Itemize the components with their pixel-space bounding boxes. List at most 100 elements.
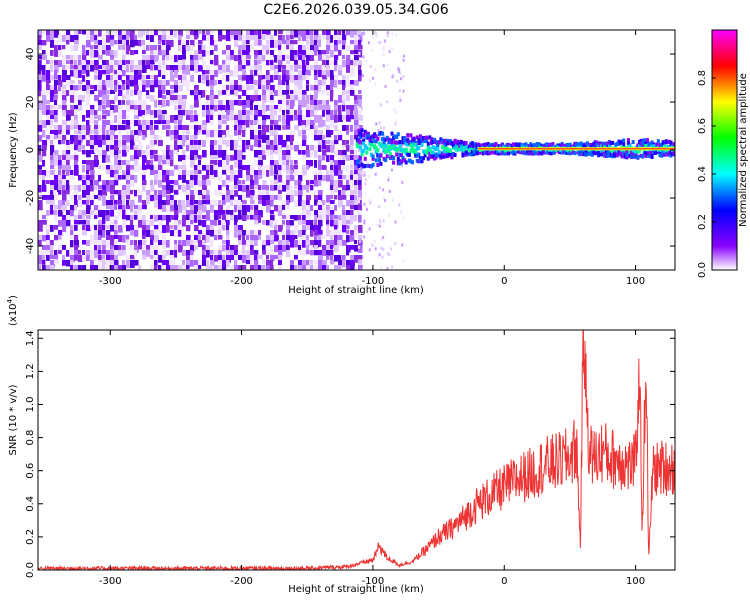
signal-cell: [612, 152, 616, 157]
spectrogram-cell: [174, 100, 178, 105]
spectrogram-cell: [74, 205, 78, 211]
spectrogram-cell: [142, 250, 146, 258]
spectrogram-cell: [198, 40, 203, 45]
spectrogram-cell: [298, 260, 302, 266]
spectrogram-cell: [62, 120, 67, 128]
spectrogram-cell: [110, 30, 115, 35]
spectrogram-cell: [290, 240, 295, 248]
signal-cell: [590, 152, 594, 157]
signal-cell: [387, 140, 391, 145]
spectrogram-cell: [90, 35, 95, 42]
spectrogram-cell: [350, 265, 355, 270]
spectrogram-cell: [54, 110, 58, 116]
spectrogram-cell: [46, 225, 51, 233]
spectrogram-cell: [190, 170, 195, 178]
spectrogram-cell: [58, 180, 63, 185]
spectrogram-cell: [290, 90, 294, 95]
spectrogram-cell: [190, 40, 195, 47]
spectrogram-cell: [330, 140, 335, 146]
spectrogram-cell: [178, 60, 183, 65]
spectrogram-cell: [270, 130, 275, 137]
spectrogram-cell: [334, 230, 339, 238]
signal-cell: [667, 150, 671, 155]
colorbar-tick-label: 0.4: [697, 166, 708, 182]
spectrogram-cell: [90, 160, 95, 168]
spectrogram-cell: [146, 160, 151, 168]
spectrogram-cell: [226, 255, 231, 263]
spectrogram-cell: [134, 250, 138, 258]
spectrogram-cell: [206, 50, 211, 57]
spectrogram-cell: [94, 185, 98, 190]
signal-cell: [409, 133, 413, 138]
spectrogram-cell: [170, 115, 174, 123]
spectrogram-cell: [318, 70, 322, 78]
spectrogram-cell: [377, 129, 380, 133]
spectrogram-cell: [174, 215, 179, 221]
signal-cell: [429, 150, 433, 155]
spectrogram-cell: [158, 80, 162, 87]
spectrogram-cell: [226, 230, 230, 238]
spectrogram-cell: [363, 202, 366, 206]
signal-cell: [384, 158, 388, 163]
spectrogram-cell: [338, 70, 343, 76]
spectrogram-cell: [322, 80, 326, 86]
spectrogram-cell: [258, 65, 262, 73]
spectrogram-cell: [146, 80, 151, 88]
spectrogram-cell: [62, 185, 66, 191]
signal-cell: [672, 142, 675, 147]
spectrogram-cell: [82, 220, 87, 225]
spectrogram-cell: [62, 175, 66, 180]
spectrogram-cell: [122, 185, 127, 192]
spectrogram-cell: [294, 160, 298, 165]
signal-cell: [429, 136, 433, 141]
spectrogram-cell: [102, 145, 106, 152]
signal-cell: [604, 151, 608, 156]
spectrogram-cell: [330, 90, 334, 98]
spectrogram-cell: [286, 175, 291, 182]
spectrogram-cell: [282, 200, 287, 208]
spectrogram-cell: [74, 150, 78, 157]
signal-cell: [582, 149, 586, 154]
spectrogram-cell: [230, 50, 234, 58]
spectrogram-cell: [254, 235, 259, 241]
spectrogram-cell: [146, 190, 151, 197]
spectrogram-cell: [78, 105, 83, 111]
spectrogram-cell: [350, 110, 354, 118]
spectrogram-cell: [110, 205, 114, 213]
spectrogram-cell: [98, 30, 102, 37]
spectrogram-cell: [214, 95, 219, 100]
spectrogram-cell: [154, 215, 159, 222]
signal-cell: [617, 139, 621, 144]
spectrogram-cell: [58, 220, 63, 227]
signal-cell: [603, 152, 607, 157]
spectrogram-cell: [250, 165, 255, 173]
spectrogram-cell: [142, 55, 147, 61]
spectrogram-cell: [74, 105, 79, 110]
spectrogram-cell: [174, 85, 178, 93]
spectrogram-cell: [174, 105, 178, 111]
spectrogram-cell: [154, 65, 159, 71]
spectrogram-cell: [322, 50, 327, 55]
signal-cell: [377, 141, 381, 146]
spectrogram-cell: [346, 155, 351, 161]
spectrogram-cell: [226, 45, 231, 51]
signal-cell: [358, 131, 362, 136]
spectrogram-cell: [54, 30, 59, 38]
spectrogram-cell: [326, 170, 330, 178]
spectrogram-cell: [170, 265, 175, 270]
spectrogram-cell: [210, 35, 214, 42]
spectrogram-cell: [38, 135, 43, 142]
spectrogram-cell: [378, 205, 381, 209]
spectrogram-cell: [182, 110, 186, 116]
spectrogram-cell: [290, 30, 295, 35]
spectrogram-cell: [126, 130, 130, 136]
spectrogram-cell: [354, 150, 358, 158]
spectrogram-cell: [154, 30, 158, 36]
signal-cell: [431, 145, 435, 150]
spectrogram-cell: [346, 245, 351, 253]
spectrogram-cell: [194, 90, 199, 95]
spectrogram-cell: [142, 150, 146, 155]
spectrogram-cell: [138, 60, 143, 66]
spectrogram-cell: [378, 253, 381, 257]
spectrogram-cell: [130, 75, 135, 82]
